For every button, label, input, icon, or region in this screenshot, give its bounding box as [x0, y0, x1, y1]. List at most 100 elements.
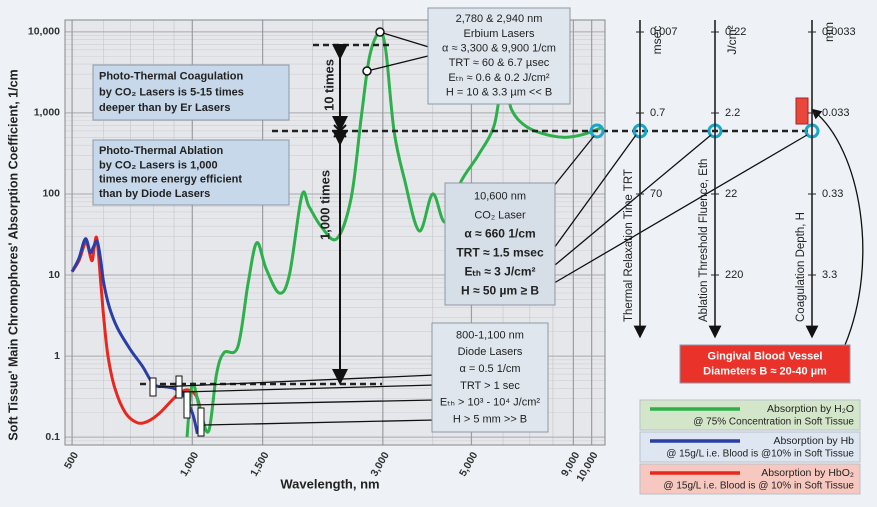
- legend-box: [639, 399, 861, 431]
- scale-tick-label: 0.22: [725, 26, 746, 38]
- annotation-text: times more energy efficient: [99, 174, 242, 186]
- leader: [548, 134, 637, 256]
- nomograms: msec Thermal Relaxation Time TRT 0.007 0.7 7…: [623, 20, 856, 339]
- annotation-text: α = 0.5 1/cm: [459, 363, 520, 375]
- annotation-text: α ≈ 660 1/cm: [464, 227, 535, 241]
- leader: [811, 108, 864, 346]
- y-tick-label: 100: [42, 188, 60, 200]
- legend-note: @ 75% Concentration in Soft Tissue: [693, 417, 854, 428]
- annotation-text: by CO₂ Lasers is 5-15 times: [99, 86, 244, 98]
- x-tick-label: 1,500: [248, 450, 272, 479]
- y-tick-label: 10: [48, 269, 60, 281]
- annotation-text: than by Diode Lasers: [99, 188, 210, 200]
- ratio-label: 10 times: [321, 59, 336, 111]
- annotation-text: H > 5 mm >> B: [453, 413, 527, 425]
- legend-label: Absorption by H₂O: [767, 403, 854, 415]
- annotation-text: H ≈ 50 µm ≥ B: [461, 284, 539, 298]
- annotation-text: H = 10 & 3.3 µm << B: [446, 87, 552, 99]
- annotation-text: deeper than by Er Lasers: [99, 102, 230, 114]
- y-axis-title: Soft Tissue' Main Chromophores' Absorpti…: [6, 69, 20, 440]
- scale-tick-label: 0.007: [650, 26, 678, 38]
- scale-tick-label: 0.33: [822, 188, 843, 200]
- annotation-text: 2,780 & 2,940 nm: [456, 13, 543, 25]
- diode-marker: [183, 391, 191, 419]
- scale-tick-label: 0.033: [822, 107, 850, 119]
- legend: Absorption by H₂O @ 75% Concentration in …: [639, 399, 861, 495]
- leader: [548, 134, 808, 287]
- annotation-text: TRT ≈ 1.5 msec: [456, 246, 544, 260]
- legend-label: Absorption by HbO₂: [761, 467, 854, 479]
- y-tick-label: 1,000: [34, 107, 60, 119]
- scale-tick-label: 2.2: [725, 107, 740, 119]
- annotation-text: TRT > 1 sec: [460, 380, 520, 392]
- x-tick-label: 5,000: [457, 450, 481, 479]
- point-marker: [362, 66, 372, 76]
- y-tick-label: 0.1: [45, 431, 60, 443]
- annotation-text: Eₜₕ ≈ 3 J/cm²: [464, 265, 535, 279]
- x-tick-label: 3,000: [368, 450, 392, 479]
- ratio-label: 1,000 times: [317, 170, 332, 240]
- diode-marker: [149, 377, 157, 397]
- leader: [548, 134, 712, 271]
- diode-marker: [175, 375, 183, 399]
- point-marker: [589, 123, 605, 139]
- leader: [189, 399, 436, 406]
- leaders: [157, 32, 864, 426]
- annotation-text: Eₜₕ ≈ 0.6 & 0.2 J/cm²: [448, 72, 549, 84]
- annotation-text: 800-1,100 nm: [456, 329, 524, 341]
- y-tick-label: 10,000: [28, 26, 60, 38]
- scale-title: Thermal Relaxation Time TRT: [623, 169, 635, 322]
- annotation-text: TRT ≈ 60 & 6.7 µsec: [449, 57, 550, 69]
- annotation-text: by CO₂ Lasers is 1,000: [99, 159, 218, 171]
- legend-box: [639, 463, 861, 495]
- scale-tick-label: 0.7: [650, 107, 665, 119]
- annotation-text: Gingival Blood Vessel: [708, 350, 823, 362]
- leader: [157, 374, 436, 388]
- scale-title: Coagulation Depth, H: [795, 212, 807, 322]
- cross: [333, 124, 347, 138]
- y-tick-label: 1: [54, 350, 60, 362]
- scale-unit: J/cm²: [725, 25, 739, 54]
- scale-title: Ablation Threshold Fluence, Eth: [698, 159, 710, 322]
- x-axis-title: Wavelength, nm: [280, 476, 379, 491]
- scale-tick-label: 0.0033: [822, 26, 856, 38]
- scale-tick-label: 22: [725, 188, 737, 200]
- plot-frame: [64, 19, 606, 446]
- annotation-box: [92, 64, 290, 121]
- diode-marker: [197, 407, 205, 437]
- scale-unit: mm: [822, 22, 836, 42]
- annotation-box: [679, 344, 851, 384]
- leader: [370, 54, 433, 71]
- annotation-text: 10,600 nm: [474, 190, 526, 202]
- annotation-box: [444, 182, 556, 306]
- x-tick-label: 500: [62, 450, 81, 471]
- annotation-text: CO₂ Laser: [474, 209, 526, 221]
- point-marker: [375, 27, 385, 37]
- scale-unit: msec: [650, 26, 664, 55]
- scale-tick-label: 220: [725, 269, 743, 281]
- legend-note: @ 15g/L i.e. Blood is @ 10% in Soft Tiss…: [663, 481, 854, 492]
- legend-label: Absorption by Hb: [773, 435, 854, 447]
- vessel-marker: [795, 97, 809, 125]
- annotation-box: [427, 7, 571, 105]
- legend-note: @ 15g/L i.e. Blood is @10% in Soft Tissu…: [666, 449, 854, 460]
- annotations: 2,780 & 2,940 nm Erbium Lasers α ≈ 3,300 &…: [92, 7, 851, 433]
- series-line: [70, 237, 199, 435]
- annotation-text: Photo-Thermal Ablation: [99, 145, 224, 157]
- legend-box: [639, 431, 861, 463]
- annotation-box: [431, 322, 549, 433]
- annotation-text: α ≈ 3,300 & 9,900 1/cm: [442, 43, 556, 55]
- annotation-text: Diode Lasers: [458, 346, 523, 358]
- annotation-text: Photo-Thermal Coagulation: [99, 71, 244, 83]
- leader: [382, 32, 433, 49]
- scale-tick-label: 70: [650, 188, 662, 200]
- annotation-box: [92, 139, 290, 206]
- annotation-text: Diameters B ≈ 20-40 µm: [703, 365, 827, 377]
- annotation-text: Eₜₕ > 10³ - 10⁴ J/cm²: [440, 397, 540, 409]
- annotation-text: Erbium Lasers: [464, 28, 535, 40]
- scale-tick-label: 3.3: [822, 269, 837, 281]
- leader: [203, 419, 436, 426]
- decorations: [140, 27, 864, 437]
